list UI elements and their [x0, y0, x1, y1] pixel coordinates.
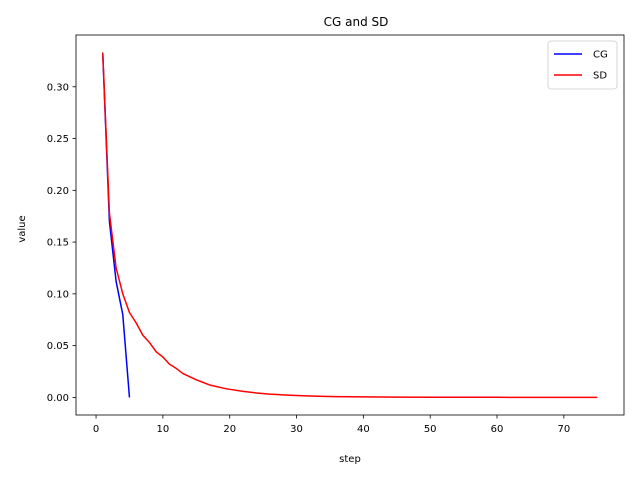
x-tick-label: 10 [157, 424, 170, 435]
y-tick-label: 0.30 [47, 82, 69, 93]
legend-label-cg: CG [593, 50, 608, 61]
legend-box [547, 40, 618, 90]
y-axis: 0.00 0.05 0.10 0.15 0.20 0.25 0.30 [47, 82, 76, 404]
y-tick-label: 0.20 [47, 186, 69, 197]
y-tick-label: 0.10 [47, 289, 69, 300]
legend-label-sd: SD [593, 71, 607, 82]
y-tick-label: 0.00 [47, 393, 69, 404]
y-axis-label: value [17, 215, 28, 242]
series-line-sd [101, 52, 598, 399]
x-tick-label: 30 [290, 424, 303, 435]
x-tick-label: 40 [357, 424, 370, 435]
y-tick-label: 0.15 [47, 238, 69, 249]
x-tick-label: 50 [424, 424, 437, 435]
chart-title: CG and SD [324, 15, 389, 29]
x-tick-label: 20 [223, 424, 236, 435]
x-axis: 0 10 20 30 40 50 60 70 [93, 415, 570, 435]
x-tick-label: 70 [557, 424, 570, 435]
y-tick-label: 0.25 [47, 134, 69, 145]
x-tick-label: 60 [491, 424, 504, 435]
x-tick-label: 0 [93, 424, 99, 435]
y-tick-label: 0.05 [47, 341, 69, 352]
series-layer [101, 52, 598, 399]
legend: CG SD [547, 40, 618, 90]
plot-frame [75, 34, 625, 416]
x-axis-label: step [339, 454, 361, 465]
